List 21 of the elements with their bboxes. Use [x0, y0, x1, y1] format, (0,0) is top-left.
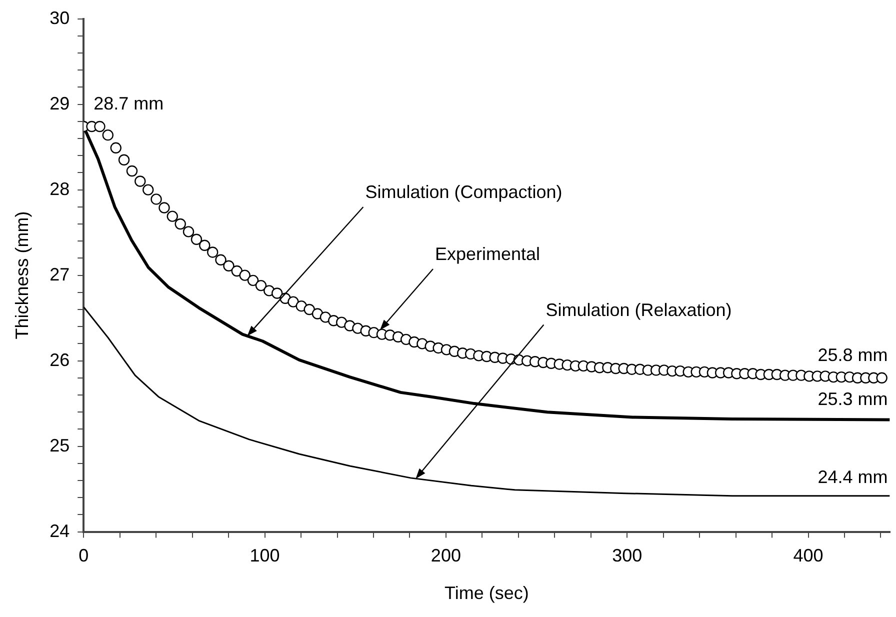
annotation: 24.4 mm [818, 466, 888, 487]
x-tick-label: 100 [250, 546, 280, 566]
y-axis-title: Thickness (mm) [12, 211, 32, 340]
annotation: 25.8 mm [818, 344, 888, 365]
y-tick-label: 25 [50, 435, 70, 456]
x-tick-label: 400 [793, 546, 824, 566]
y-tick-label: 30 [50, 8, 70, 28]
x-tick-label: 300 [612, 546, 642, 566]
annotation: 28.7 mm [94, 94, 164, 114]
y-tick-label: 27 [50, 264, 70, 284]
y-tick-label: 28 [50, 178, 70, 199]
y-tick-label: 26 [50, 350, 70, 370]
y-tick-label: 24 [50, 520, 70, 541]
x-axis-title: Time (sec) [444, 583, 529, 604]
x-tick-label: 0 [78, 546, 89, 566]
annotation: Simulation (Relaxation) [546, 300, 732, 320]
annotation: Experimental [435, 244, 540, 264]
annotation: Simulation (Compaction) [365, 182, 562, 202]
y-tick-label: 29 [50, 93, 70, 114]
annotation: 25.3 mm [818, 388, 888, 409]
x-tick-label: 200 [430, 546, 461, 566]
